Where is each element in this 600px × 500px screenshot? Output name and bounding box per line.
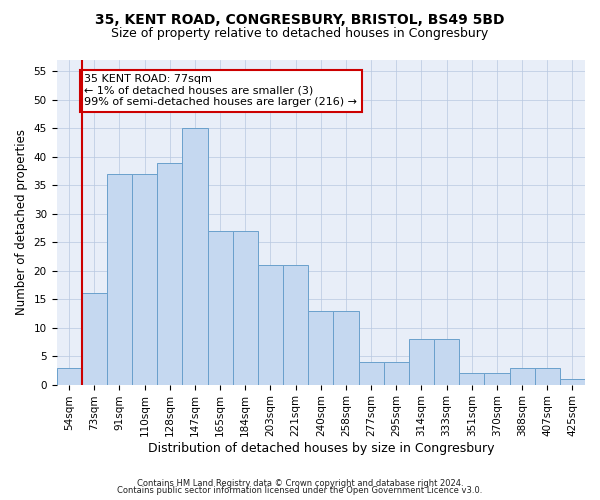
Bar — [535, 368, 560, 384]
Bar — [484, 373, 509, 384]
Bar — [182, 128, 208, 384]
Bar — [383, 362, 409, 384]
Bar — [434, 339, 459, 384]
Bar — [459, 373, 484, 384]
Bar — [107, 174, 132, 384]
Bar — [82, 294, 107, 384]
Text: 35 KENT ROAD: 77sqm
← 1% of detached houses are smaller (3)
99% of semi-detached: 35 KENT ROAD: 77sqm ← 1% of detached hou… — [84, 74, 357, 108]
Bar — [157, 162, 182, 384]
Bar — [409, 339, 434, 384]
Bar — [258, 265, 283, 384]
Text: Size of property relative to detached houses in Congresbury: Size of property relative to detached ho… — [112, 28, 488, 40]
Bar — [56, 368, 82, 384]
Bar — [283, 265, 308, 384]
Y-axis label: Number of detached properties: Number of detached properties — [15, 130, 28, 316]
Text: 35, KENT ROAD, CONGRESBURY, BRISTOL, BS49 5BD: 35, KENT ROAD, CONGRESBURY, BRISTOL, BS4… — [95, 12, 505, 26]
Bar — [132, 174, 157, 384]
X-axis label: Distribution of detached houses by size in Congresbury: Distribution of detached houses by size … — [148, 442, 494, 455]
Bar — [334, 310, 359, 384]
Bar — [560, 379, 585, 384]
Bar — [233, 231, 258, 384]
Bar — [208, 231, 233, 384]
Bar — [359, 362, 383, 384]
Bar — [308, 310, 334, 384]
Bar — [509, 368, 535, 384]
Text: Contains public sector information licensed under the Open Government Licence v3: Contains public sector information licen… — [118, 486, 482, 495]
Text: Contains HM Land Registry data © Crown copyright and database right 2024.: Contains HM Land Registry data © Crown c… — [137, 478, 463, 488]
